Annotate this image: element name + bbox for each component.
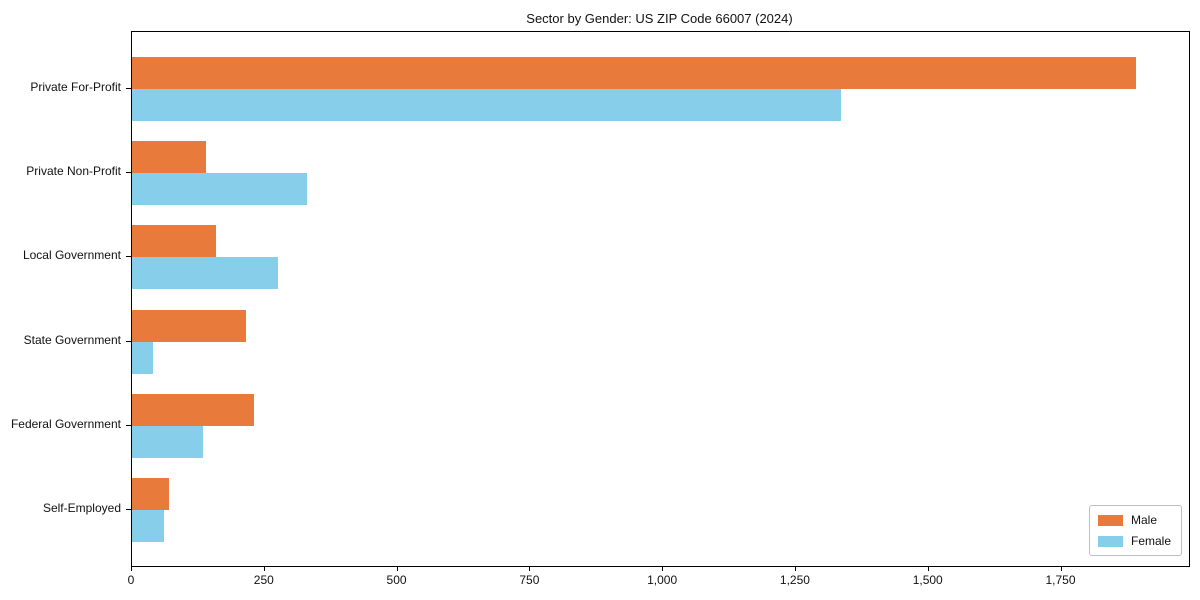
x-axis-tick-label: 750	[519, 573, 540, 587]
y-axis-label-local-government: Local Government	[22, 248, 121, 263]
y-axis-label-federal-government: Federal Government	[10, 416, 121, 431]
legend-label-female: Female	[1130, 534, 1171, 548]
x-axis-tick	[263, 567, 265, 571]
x-axis-tick-label: 500	[386, 573, 407, 587]
bar-male-state-government	[132, 309, 247, 342]
legend-entry-male: Male	[1097, 513, 1171, 527]
legend-label-male: Male	[1130, 513, 1157, 527]
x-axis-tick-label: 1,000	[647, 573, 678, 587]
x-axis-tick	[927, 567, 929, 571]
plot-area: Male Female	[131, 31, 1190, 567]
x-axis-tick-label: 1,500	[912, 573, 943, 587]
x-axis-tick-label: 1,250	[779, 573, 810, 587]
bar-female-private-for-profit	[132, 89, 842, 121]
y-axis-tick	[126, 256, 131, 258]
bar-female-self-employed	[132, 510, 164, 542]
bar-male-federal-government	[132, 393, 255, 426]
y-axis-tick	[126, 172, 131, 174]
legend-entry-female: Female	[1097, 534, 1171, 548]
bar-male-self-employed	[132, 478, 170, 510]
x-axis-tick	[662, 567, 664, 571]
legend-swatch-male	[1097, 514, 1123, 526]
y-axis-tick	[126, 88, 131, 89]
y-axis-tick	[126, 509, 131, 510]
x-axis-tick	[131, 567, 132, 571]
y-axis-label-private-for-profit: Private For-Profit	[30, 80, 121, 94]
x-axis-tick-label: 0	[127, 573, 135, 587]
bar-female-private-non-profit	[132, 173, 308, 206]
y-axis-label-private-non-profit: Private Non-Profit	[26, 164, 121, 179]
y-axis-tick	[126, 340, 131, 342]
x-axis-tick	[396, 567, 398, 571]
y-axis-tick	[126, 424, 131, 426]
bar-male-local-government	[132, 225, 216, 258]
bar-female-federal-government	[132, 425, 203, 458]
bar-male-private-for-profit	[132, 57, 1136, 89]
x-axis-tick-label: 1,750	[1045, 573, 1076, 587]
bar-female-state-government	[132, 341, 154, 374]
y-axis-label-self-employed: Self-Employed	[42, 501, 121, 515]
x-axis-tick	[529, 567, 531, 571]
bar-female-local-government	[132, 257, 279, 290]
x-axis-tick	[794, 567, 796, 571]
x-axis-tick-label: 250	[253, 573, 274, 587]
legend: Male Female	[1088, 505, 1182, 556]
bar-male-private-non-profit	[132, 141, 207, 174]
x-axis-tick	[1060, 567, 1062, 571]
chart-title: Sector by Gender: US ZIP Code 66007 (202…	[526, 11, 793, 26]
legend-swatch-female	[1097, 535, 1123, 547]
y-axis-label-state-government: State Government	[23, 332, 121, 347]
